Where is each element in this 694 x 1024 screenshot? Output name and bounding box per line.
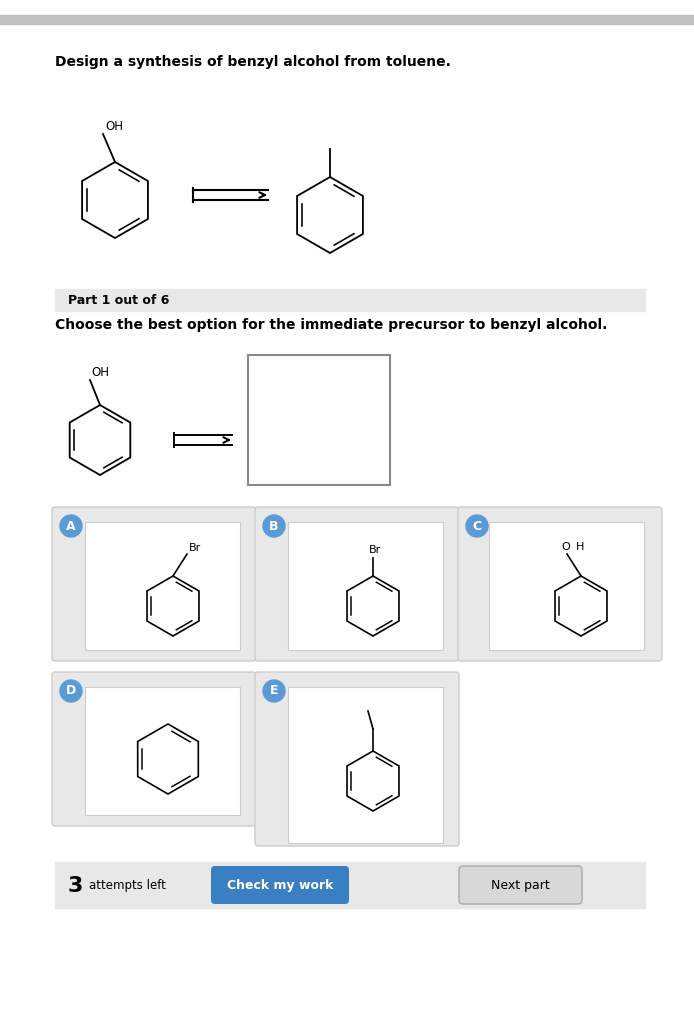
FancyBboxPatch shape xyxy=(211,866,349,904)
Bar xyxy=(85,522,240,650)
Text: Br: Br xyxy=(369,545,381,555)
Text: attempts left: attempts left xyxy=(89,880,166,893)
FancyBboxPatch shape xyxy=(459,866,582,904)
FancyBboxPatch shape xyxy=(255,507,459,662)
Circle shape xyxy=(263,515,285,537)
Bar xyxy=(489,522,644,650)
Circle shape xyxy=(60,680,82,702)
FancyBboxPatch shape xyxy=(255,672,459,846)
Bar xyxy=(288,522,443,650)
Bar xyxy=(85,687,240,815)
Text: A: A xyxy=(66,519,76,532)
Circle shape xyxy=(60,515,82,537)
Text: OH: OH xyxy=(105,120,123,132)
FancyBboxPatch shape xyxy=(458,507,662,662)
Text: 3: 3 xyxy=(68,876,83,896)
Text: Design a synthesis of benzyl alcohol from toluene.: Design a synthesis of benzyl alcohol fro… xyxy=(55,55,451,69)
Circle shape xyxy=(466,515,488,537)
Text: Br: Br xyxy=(189,543,201,553)
FancyBboxPatch shape xyxy=(52,507,256,662)
Bar xyxy=(248,355,390,485)
Bar xyxy=(0,16,694,24)
Text: O: O xyxy=(561,542,570,552)
Text: E: E xyxy=(270,684,278,697)
Text: B: B xyxy=(269,519,279,532)
FancyBboxPatch shape xyxy=(52,672,256,826)
Text: Choose the best option for the immediate precursor to benzyl alcohol.: Choose the best option for the immediate… xyxy=(55,318,607,332)
Text: H: H xyxy=(576,542,584,552)
Text: Check my work: Check my work xyxy=(227,879,333,892)
Text: Part 1 out of 6: Part 1 out of 6 xyxy=(68,294,169,306)
Text: D: D xyxy=(66,684,76,697)
Text: OH: OH xyxy=(91,366,109,379)
Text: C: C xyxy=(473,519,482,532)
Circle shape xyxy=(263,680,285,702)
Text: Next part: Next part xyxy=(491,879,550,892)
Bar xyxy=(288,687,443,843)
